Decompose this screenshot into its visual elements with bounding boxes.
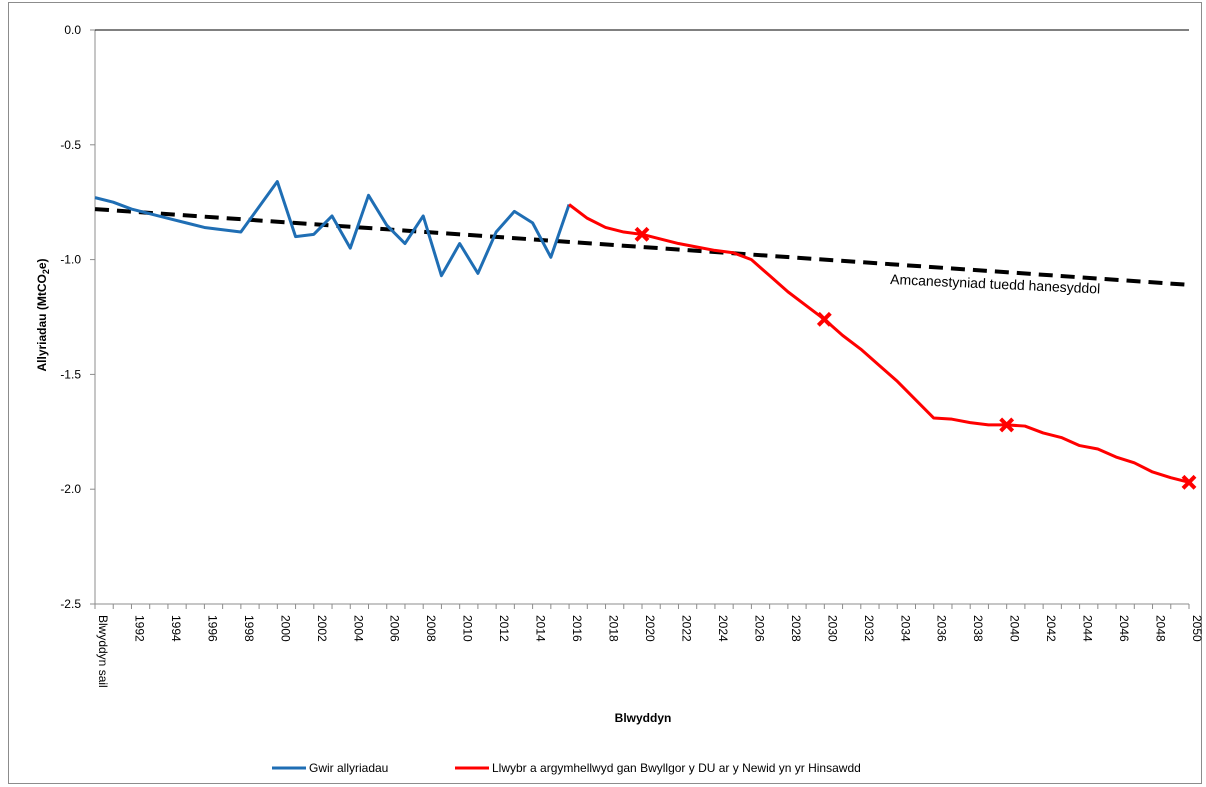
x-tick-label: 1992 — [132, 615, 146, 642]
pathway-marker — [816, 311, 832, 327]
x-tick-label: 2012 — [497, 615, 511, 642]
x-tick-label: 2030 — [825, 615, 839, 642]
y-tick-label: 0.0 — [64, 23, 81, 37]
pathway-marker — [999, 417, 1015, 433]
x-tick-label: 1994 — [169, 615, 183, 642]
y-tick-label: -2.0 — [60, 482, 81, 496]
series-actual-emissions — [94, 180, 571, 278]
x-tick-label: 2008 — [424, 615, 438, 642]
x-tick-label: 2028 — [789, 615, 803, 642]
x-tick-label: 2002 — [315, 615, 329, 642]
x-tick-label: 2046 — [1117, 615, 1131, 642]
x-tick-label: 2026 — [752, 615, 766, 642]
x-tick-label: 2018 — [607, 615, 621, 642]
x-tick-label: 2032 — [862, 615, 876, 642]
legend: Gwir allyriadau Llwybr a argymhellwyd ga… — [272, 761, 861, 775]
series-layer — [94, 180, 1197, 490]
y-tick-label: -1.5 — [60, 367, 81, 381]
x-tick-label: 2004 — [351, 615, 365, 642]
y-tick-label: -2.5 — [60, 597, 81, 611]
x-tick-label: 2000 — [278, 615, 292, 642]
pathway-marker — [1181, 474, 1197, 490]
y-tick-label: -1.0 — [60, 253, 81, 267]
x-tick-label: 2016 — [570, 615, 584, 642]
x-tick-label: 1996 — [205, 615, 219, 642]
x-tick-label: 2036 — [935, 615, 949, 642]
x-tick-label: 2048 — [1154, 615, 1168, 642]
chart-frame — [8, 2, 1202, 784]
series-recommended-pathway — [568, 203, 1190, 484]
legend-label-actual: Gwir allyriadau — [309, 761, 388, 775]
x-tick-label: 2042 — [1044, 615, 1058, 642]
y-axis-ticks: 0.0 -0.5 -1.0 -1.5 -2.0 -2.5 — [60, 23, 95, 611]
x-tick-label-base: Blwyddyn sail — [96, 615, 110, 688]
x-axis-title: Blwyddyn — [615, 711, 672, 725]
y-axis-title: Allyriadau (MtCO2e) — [35, 258, 51, 371]
x-tick-label: 2024 — [716, 615, 730, 642]
x-tick-label: 1998 — [242, 615, 256, 642]
x-axis-ticks: Blwyddyn sail 1992 1994 1996 1998 2000 2002 200… — [94, 604, 1204, 688]
x-tick-label: 2040 — [1008, 615, 1022, 642]
x-tick-label: 2044 — [1081, 615, 1095, 642]
x-tick-label: 2038 — [971, 615, 985, 642]
x-tick-label: 2022 — [679, 615, 693, 642]
pathway-marker — [634, 226, 650, 242]
legend-label-pathway: Llwybr a argymhellwyd gan Bwyllgor y DU … — [492, 761, 861, 775]
x-tick-label: 2014 — [534, 615, 548, 642]
x-tick-label: 2006 — [388, 615, 402, 642]
x-tick-label: 2020 — [643, 615, 657, 642]
series-trend-line — [94, 207, 1190, 287]
x-tick-label: 2050 — [1190, 615, 1204, 642]
x-tick-label: 2034 — [898, 615, 912, 642]
x-tick-label: 2010 — [461, 615, 475, 642]
y-tick-label: -0.5 — [60, 138, 81, 152]
